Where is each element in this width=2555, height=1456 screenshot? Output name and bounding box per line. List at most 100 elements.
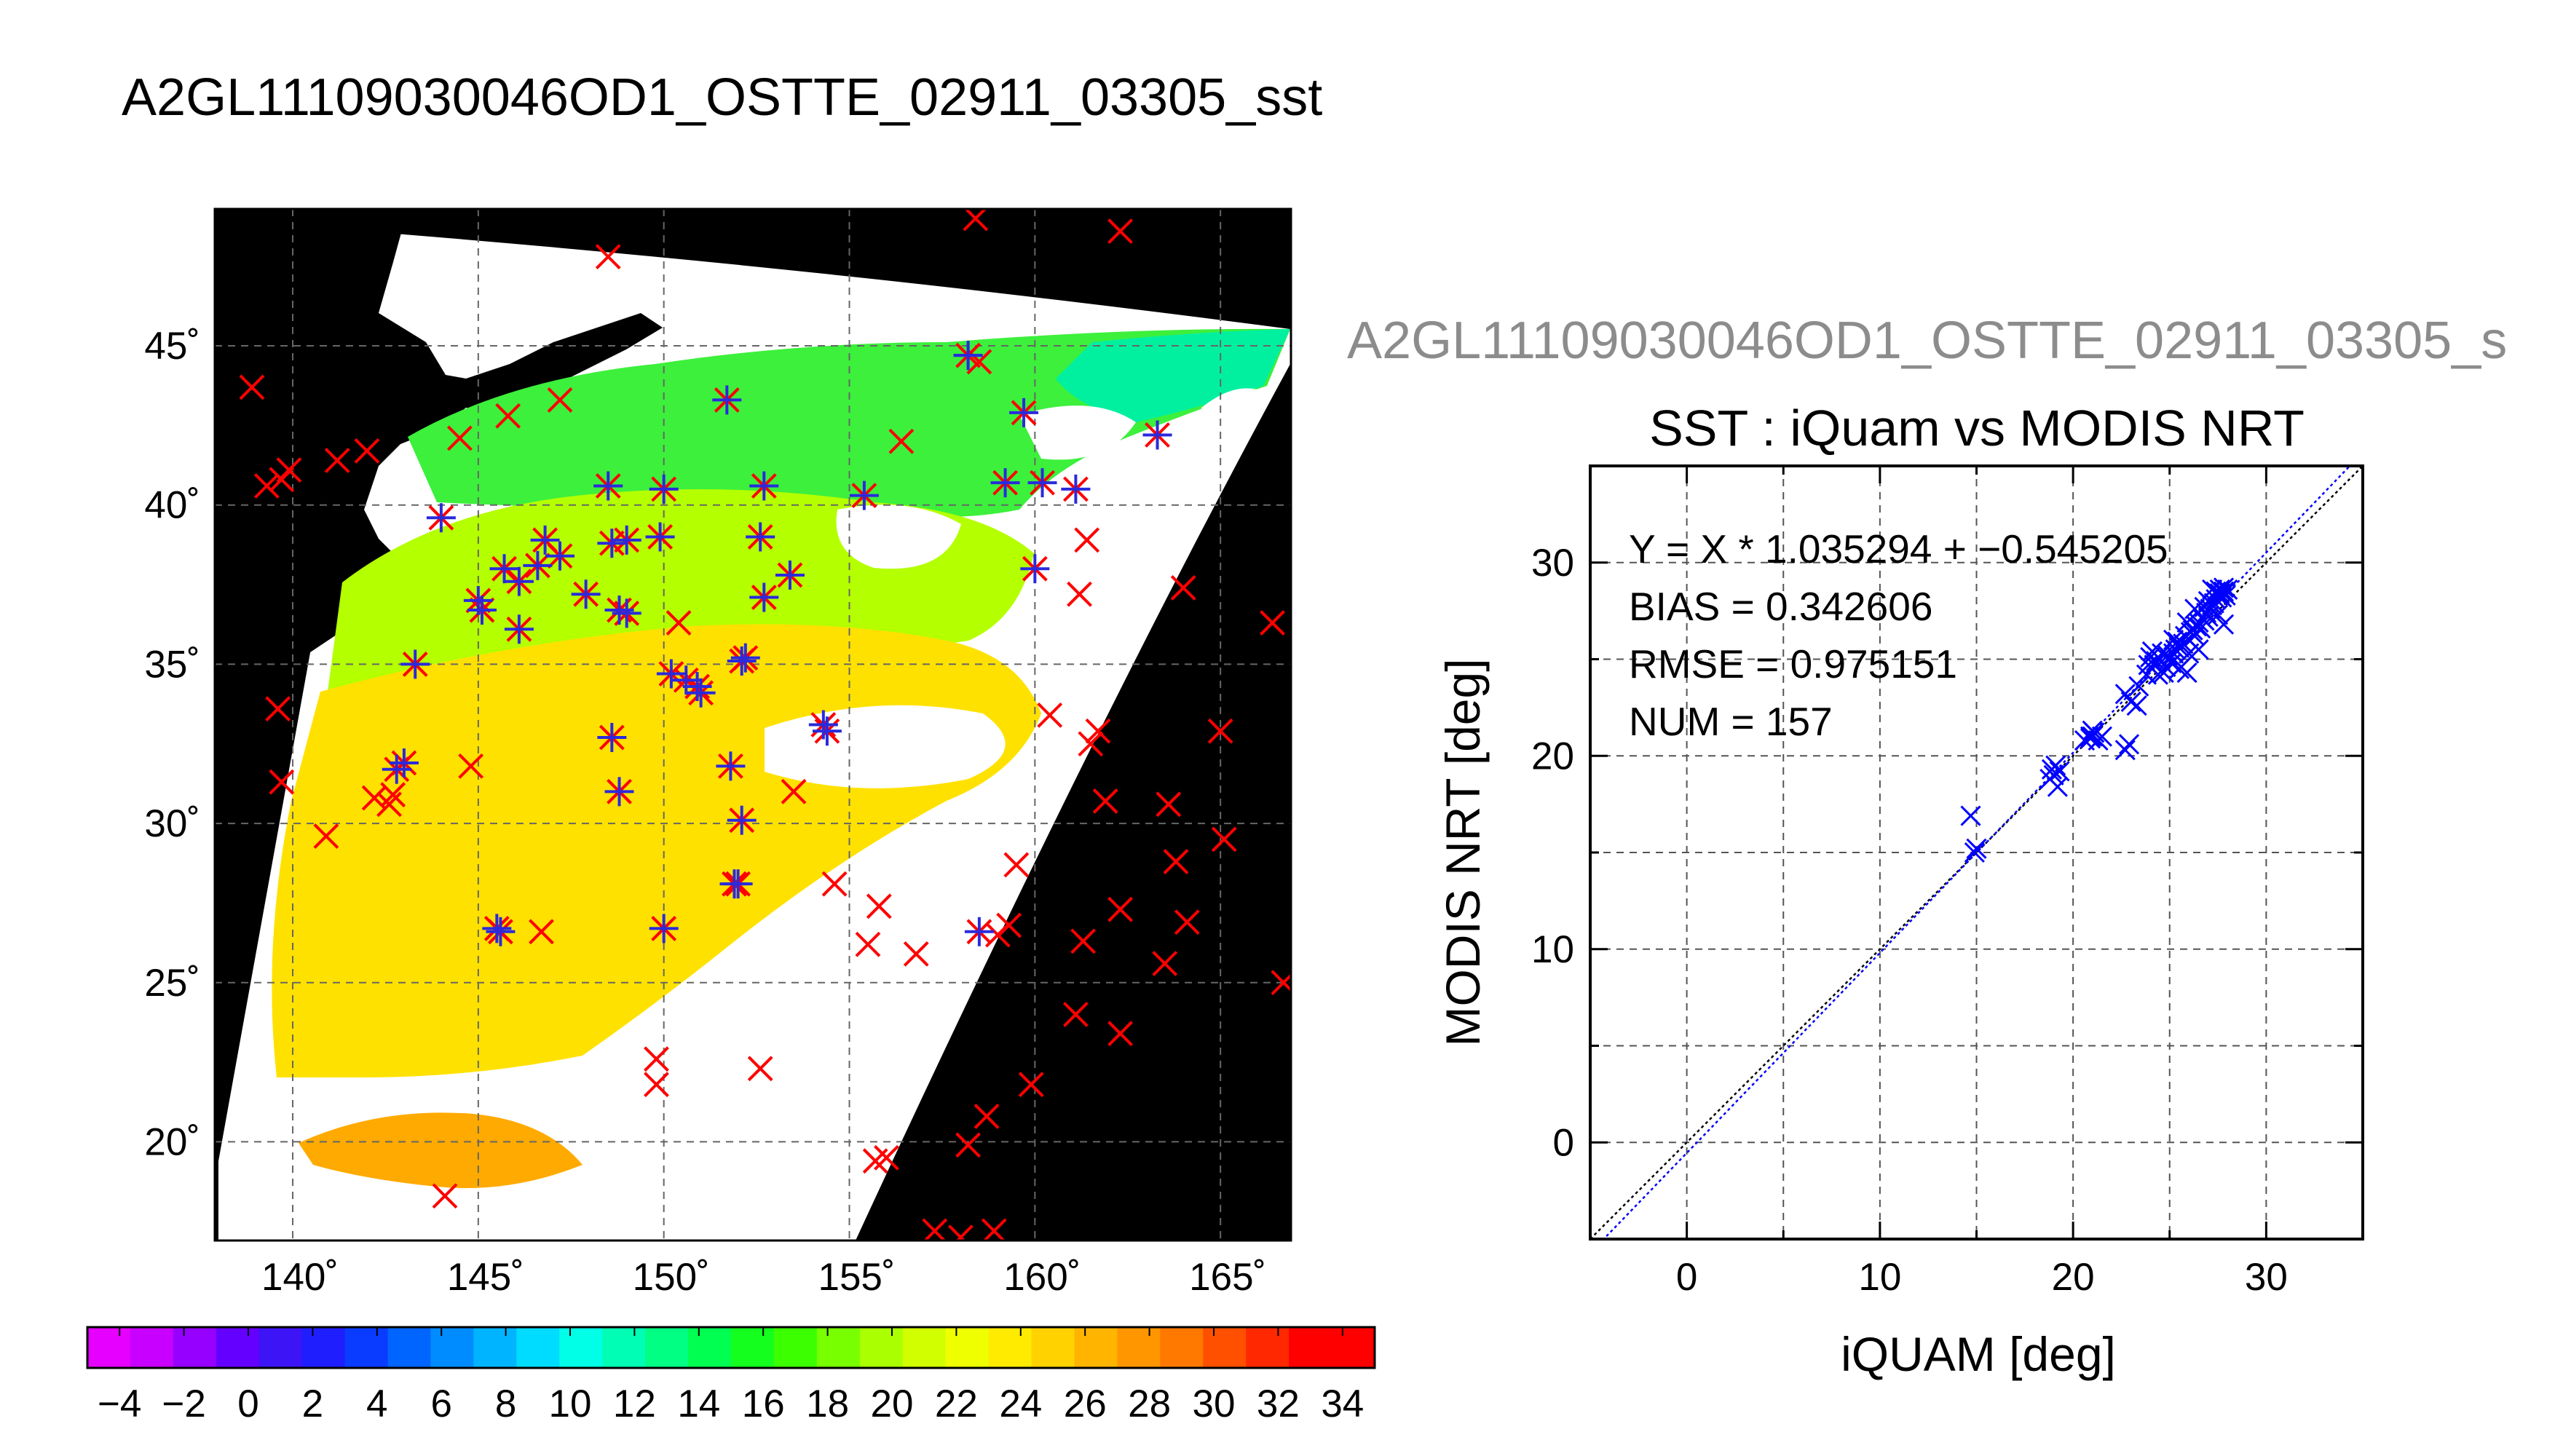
colorbar-bin [1289,1327,1332,1368]
colorbar-tick-label: 14 [677,1382,720,1425]
qc-marker [812,716,842,746]
scatter-point [2114,740,2136,761]
scatter-point [1966,838,1987,859]
qc-marker [649,914,679,943]
qc-marker [749,582,779,612]
matchup-marker [981,1218,1007,1241]
qc-marker [649,474,679,504]
colorbar-frame [86,1326,1376,1369]
scatter-plot: SST : iQuam vs MODIS NRT 0 10 20 300102030 … [1436,400,2364,1381]
matchup-marker [432,1183,458,1209]
qc-marker [849,480,879,510]
qc-marker [523,550,553,580]
qc-marker [504,614,534,644]
qc-marker [723,869,753,899]
matchup-marker [963,209,989,232]
colorbar-tick-label: 20 [871,1382,914,1425]
scatter-figure-title: A2GL11109030046OD1_OSTTE_02911_03305_s [1347,312,2508,370]
scatter-point [2179,643,2200,664]
y-tick-label: 0 [1553,1121,1574,1164]
qc-marker [400,649,430,679]
matchup-marker [1074,527,1100,553]
colorbar-tick-label: 6 [430,1382,451,1425]
lat-tick-label: 25˚ [144,962,200,1005]
matchup-marker [1107,896,1133,922]
lon-tick-label: 140˚ [261,1256,339,1299]
scatter-point [2047,776,2068,797]
colorbar-bin [344,1327,389,1368]
lon-tick-label: 155˚ [818,1256,895,1299]
colorbar-bin [430,1327,474,1368]
matchup-marker [253,473,280,499]
scatter-point [2208,604,2229,625]
qc-marker [530,525,560,555]
matchup-marker [866,893,892,919]
colorbar-bin [387,1327,432,1368]
cloud-patch [1019,405,1136,460]
qc-marker [593,471,623,501]
matchup-marker [380,782,406,808]
scatter-point [2153,662,2174,684]
scatter-point [2213,614,2235,635]
sst-region-hot [299,1112,583,1188]
matchup-marker [1078,731,1104,757]
matchup-marker [376,791,402,818]
qc-marker [426,503,456,533]
matchup-marker [1085,718,1111,744]
lat-tick-label: 20˚ [144,1120,200,1163]
colorbar-tick-label: 4 [366,1382,387,1425]
scatter-point [2147,664,2168,685]
colorbar-tick-label: 22 [935,1382,978,1425]
qc-marker [571,579,601,609]
qc-marker [686,678,716,708]
colorbar-bin [688,1327,732,1368]
qc-marker [808,710,838,740]
map-graticule [215,209,1291,1241]
matchup-marker [529,919,554,945]
sst-map: 140˚ 145˚ 150˚ 155˚ 160˚ 165˚ 45˚ 40˚ 35˚ 30˚ 25˚ 2… [144,207,1292,1299]
colorbar-bin [516,1327,560,1368]
scatter-point [1960,805,1981,826]
matchup-marker [1152,951,1178,976]
colorbar-tick-label: 26 [1064,1382,1107,1425]
colorbar-bin [258,1327,303,1368]
qc-marker [656,659,686,689]
qc-marker [604,596,634,625]
matchup-marker [458,753,484,779]
qc-marker [775,560,805,590]
lon-tick-label: 165˚ [1189,1256,1266,1299]
fit-equation: Y = X * 1.035294 + −0.545205 [1629,526,2168,571]
colorbar-bin [1117,1327,1161,1368]
matchup-marker [595,244,621,270]
colorbar-bin [173,1327,217,1368]
scatter-point [1964,842,1985,863]
y-tick-label: 30 [1531,542,1574,585]
scatter-point [2163,629,2184,651]
cloud-patch [1201,388,1267,437]
colorbar-bin [773,1327,818,1368]
colorbar-tick-label: −4 [98,1382,141,1425]
colorbar-bin [731,1327,775,1368]
matchup-marker [1070,928,1097,954]
qc-marker [716,751,746,781]
qc-marker [604,777,634,807]
cloud-patch [836,505,961,569]
matchup-marker [354,438,380,464]
lon-tick-label: 160˚ [1003,1256,1081,1299]
matchup-marker [1156,791,1182,818]
land-japan [215,209,663,684]
matchup-marker [666,610,692,636]
lon-tick-label: 145˚ [447,1256,524,1299]
matchup-marker [1037,702,1063,728]
bias-label: BIAS = 0.342606 [1629,584,1932,629]
num-label: NUM = 157 [1629,699,1833,744]
colorbar-bin [902,1327,947,1368]
qc-marker [489,554,519,584]
lat-tick-label: 35˚ [144,643,200,686]
qc-marker [730,643,760,673]
scatter-point [2082,720,2103,741]
qc-marker [712,385,742,415]
map-tick-labels: 140˚ 145˚ 150˚ 155˚ 160˚ 165˚ 45˚ 40˚ 35˚ 30˚ 25˚ 2… [144,325,1266,1299]
colorbar-tick-label: 32 [1257,1382,1300,1425]
